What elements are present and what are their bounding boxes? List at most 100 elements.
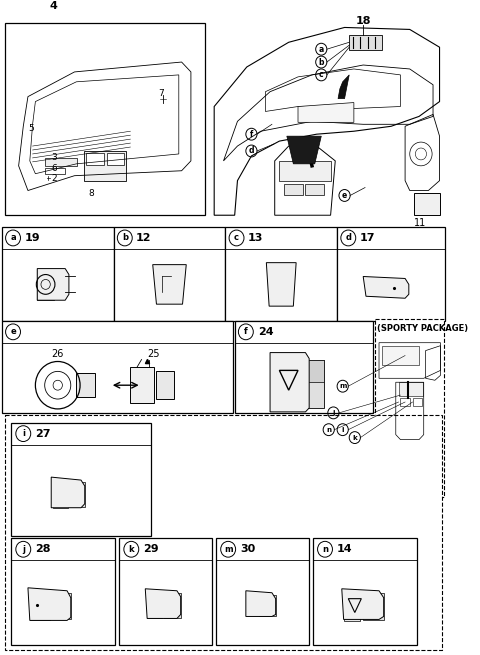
- Polygon shape: [246, 591, 276, 616]
- Bar: [131, 367, 154, 403]
- Polygon shape: [270, 352, 309, 412]
- Text: 5: 5: [28, 124, 34, 134]
- Text: 2: 2: [51, 174, 57, 183]
- Text: 13: 13: [248, 233, 263, 243]
- Bar: [235, 321, 372, 413]
- Text: m: m: [224, 545, 232, 553]
- Bar: [107, 153, 124, 165]
- Bar: [85, 153, 104, 165]
- Bar: [375, 319, 444, 497]
- Polygon shape: [153, 265, 186, 304]
- Polygon shape: [363, 276, 409, 298]
- Bar: [37, 269, 54, 300]
- Text: m: m: [339, 383, 347, 389]
- Text: k: k: [129, 545, 134, 553]
- Text: e: e: [342, 191, 347, 200]
- Bar: [53, 479, 68, 508]
- Text: 30: 30: [240, 544, 255, 554]
- Bar: [76, 373, 95, 397]
- Text: 14: 14: [337, 544, 353, 554]
- Bar: [84, 151, 126, 181]
- Text: f: f: [244, 328, 248, 336]
- Text: c: c: [319, 70, 324, 79]
- Text: 26: 26: [51, 348, 64, 359]
- Bar: [11, 538, 116, 645]
- Bar: [274, 269, 287, 300]
- Text: 27: 27: [36, 428, 51, 439]
- Bar: [313, 538, 417, 645]
- Polygon shape: [266, 263, 296, 306]
- Text: i: i: [22, 429, 25, 438]
- Text: d: d: [345, 233, 351, 242]
- Text: i: i: [341, 426, 344, 433]
- Text: 8: 8: [88, 189, 94, 198]
- Text: a: a: [319, 45, 324, 54]
- Bar: [2, 227, 114, 321]
- Text: j: j: [332, 410, 335, 416]
- Text: e: e: [10, 328, 16, 336]
- Text: 24: 24: [258, 327, 274, 337]
- Text: b: b: [122, 233, 128, 242]
- Bar: [45, 168, 65, 174]
- Text: 19: 19: [24, 233, 40, 243]
- Polygon shape: [37, 269, 69, 300]
- Text: 25: 25: [147, 348, 160, 359]
- Text: n: n: [322, 545, 328, 553]
- Text: 3: 3: [51, 153, 57, 162]
- Text: 6: 6: [51, 164, 57, 173]
- Text: 12: 12: [136, 233, 152, 243]
- Bar: [414, 193, 441, 215]
- Bar: [337, 227, 445, 321]
- Bar: [5, 22, 205, 215]
- Bar: [307, 360, 324, 383]
- Bar: [226, 227, 337, 321]
- Bar: [305, 183, 324, 195]
- Text: k: k: [352, 434, 357, 441]
- Bar: [279, 161, 331, 181]
- Polygon shape: [342, 589, 384, 620]
- Bar: [349, 35, 382, 50]
- Text: 29: 29: [144, 544, 159, 554]
- Text: b: b: [319, 58, 324, 67]
- Bar: [400, 398, 410, 406]
- Bar: [11, 422, 151, 536]
- Text: a: a: [10, 233, 16, 242]
- Polygon shape: [51, 477, 85, 508]
- Bar: [30, 590, 50, 620]
- Bar: [398, 383, 423, 396]
- Bar: [284, 183, 303, 195]
- Polygon shape: [382, 346, 419, 365]
- Polygon shape: [28, 588, 71, 620]
- Polygon shape: [338, 75, 349, 99]
- Polygon shape: [145, 589, 180, 618]
- Bar: [259, 595, 276, 616]
- Bar: [68, 482, 85, 507]
- Text: f: f: [250, 130, 253, 139]
- Text: (SPORTY PACKAGE): (SPORTY PACKAGE): [377, 324, 468, 333]
- Bar: [344, 591, 360, 622]
- Bar: [147, 591, 162, 618]
- Bar: [216, 538, 309, 645]
- Text: d: d: [249, 147, 254, 155]
- Text: j: j: [22, 545, 25, 553]
- Bar: [164, 593, 180, 618]
- Bar: [2, 321, 233, 413]
- Text: 7: 7: [158, 88, 164, 98]
- Bar: [5, 415, 443, 650]
- Text: 11: 11: [414, 218, 427, 228]
- Text: 18: 18: [355, 16, 371, 26]
- Polygon shape: [287, 136, 321, 164]
- Text: 28: 28: [36, 544, 51, 554]
- Text: 4: 4: [49, 1, 57, 10]
- Bar: [412, 398, 422, 406]
- Bar: [114, 227, 226, 321]
- Text: n: n: [326, 426, 331, 433]
- Bar: [307, 360, 324, 408]
- Text: c: c: [234, 233, 239, 242]
- Bar: [45, 158, 77, 166]
- Bar: [363, 593, 384, 620]
- Bar: [370, 278, 388, 296]
- Bar: [52, 593, 71, 620]
- Bar: [156, 371, 174, 399]
- Text: 17: 17: [360, 233, 375, 243]
